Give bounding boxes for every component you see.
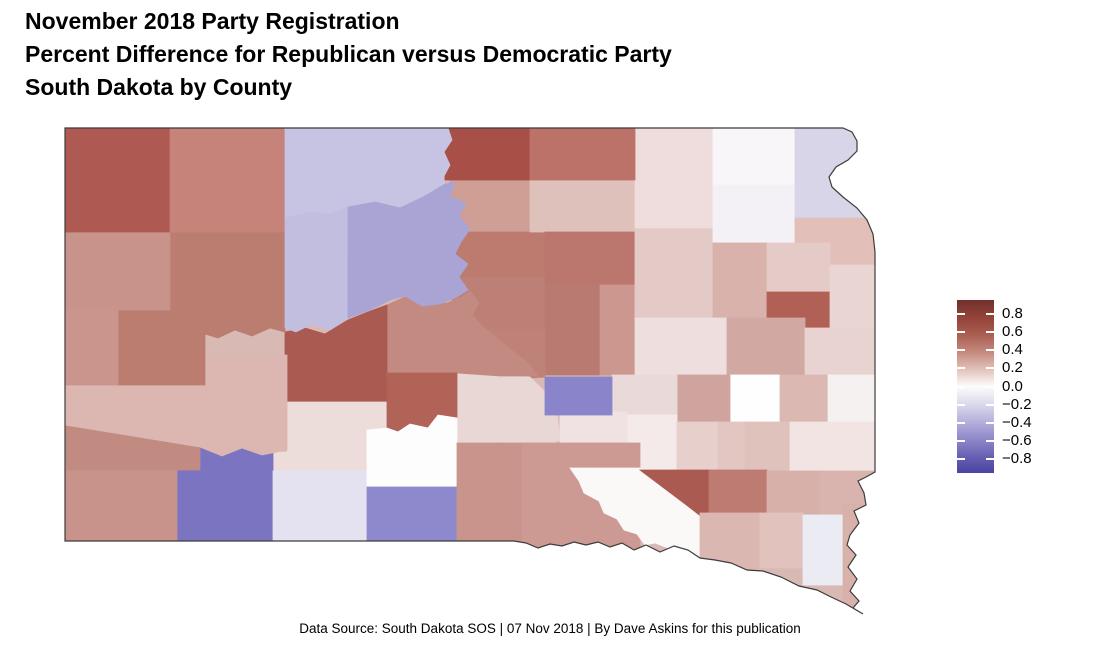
chart-title: November 2018 Party Registration Percent…: [25, 5, 672, 104]
county-hutchinson: [708, 469, 768, 514]
county-deuel: [829, 264, 875, 329]
county-faulk: [544, 231, 636, 286]
legend-tick-label: −0.2: [1002, 395, 1032, 413]
county-brown: [634, 128, 714, 229]
legend-tick-label: 0.8: [1002, 305, 1023, 323]
county-bennett: [272, 470, 368, 542]
legend-tick-mark: [957, 385, 965, 388]
county-sanborn: [676, 374, 731, 423]
legend-tick-mark: [986, 403, 994, 406]
county-miner: [729, 374, 781, 423]
county-harding: [65, 128, 171, 233]
county-yankton: [759, 512, 804, 569]
county-ziebach: [284, 206, 349, 333]
county-fall-river: [65, 469, 178, 542]
data-source-caption: Data Source: South Dakota SOS | 07 Nov 2…: [299, 621, 801, 636]
legend-tick-label: 0.0: [1002, 377, 1023, 395]
legend-tick-mark: [986, 439, 994, 442]
legend-tick-mark: [957, 331, 965, 334]
legend-tick-mark: [986, 421, 994, 424]
legend-tick-mark: [957, 421, 965, 424]
county-hyde: [544, 284, 601, 376]
state-border: [64, 127, 876, 615]
legend-tick-mark: [957, 439, 965, 442]
county-day: [712, 184, 796, 244]
legend-tick-label: −0.6: [1002, 431, 1032, 449]
county-codington: [766, 242, 831, 293]
county-butte: [65, 231, 171, 311]
county-edmunds: [529, 179, 636, 233]
county-clay: [802, 514, 844, 586]
county-davison: [676, 421, 719, 472]
county-hanson: [717, 421, 746, 472]
county-marshall: [712, 128, 796, 186]
county-minnehaha: [789, 421, 875, 472]
title-line-3: South Dakota by County: [25, 74, 293, 100]
title-line-1: November 2018 Party Registration: [25, 8, 400, 34]
county-buffalo: [544, 376, 613, 416]
legend-tick-label: −0.4: [1002, 413, 1032, 431]
legend-tick-mark: [986, 331, 994, 334]
legend-tick-label: 0.2: [1002, 359, 1023, 377]
legend-tick-mark: [957, 349, 965, 352]
legend-tick-mark: [986, 385, 994, 388]
county-brookings: [804, 327, 875, 376]
county-potter: [451, 231, 546, 278]
legend-tick-label: 0.4: [1002, 341, 1023, 359]
county-union: [842, 503, 875, 614]
legend-tick-mark: [957, 313, 965, 316]
county-beadle: [634, 317, 728, 376]
county-clark: [712, 242, 768, 319]
county-lawrence: [65, 309, 119, 386]
counties-layer: [65, 128, 875, 614]
legend-tick-mark: [957, 403, 965, 406]
legend-tick-label: −0.8: [1002, 449, 1032, 467]
legend-tick-label: 0.6: [1002, 323, 1023, 341]
county-mcpherson: [529, 128, 636, 181]
county-kingsbury: [726, 317, 806, 376]
county-dewey: [347, 181, 471, 319]
county-turner: [766, 470, 821, 521]
county-mccook: [744, 421, 791, 472]
county-campbell: [444, 128, 531, 181]
county-roberts: [794, 128, 875, 223]
legend-tick-mark: [986, 313, 994, 316]
county-moody: [827, 374, 875, 423]
title-line-2: Percent Difference for Republican versus…: [25, 41, 672, 67]
legend-tick-mark: [986, 367, 994, 370]
legend-tick-mark: [957, 457, 965, 460]
county-perkins: [169, 128, 286, 233]
county-tripp: [456, 442, 523, 542]
legend-tick-mark: [986, 349, 994, 352]
legend-tick-mark: [986, 457, 994, 460]
county-lake: [779, 374, 829, 423]
legend-tick-mark: [957, 367, 965, 370]
